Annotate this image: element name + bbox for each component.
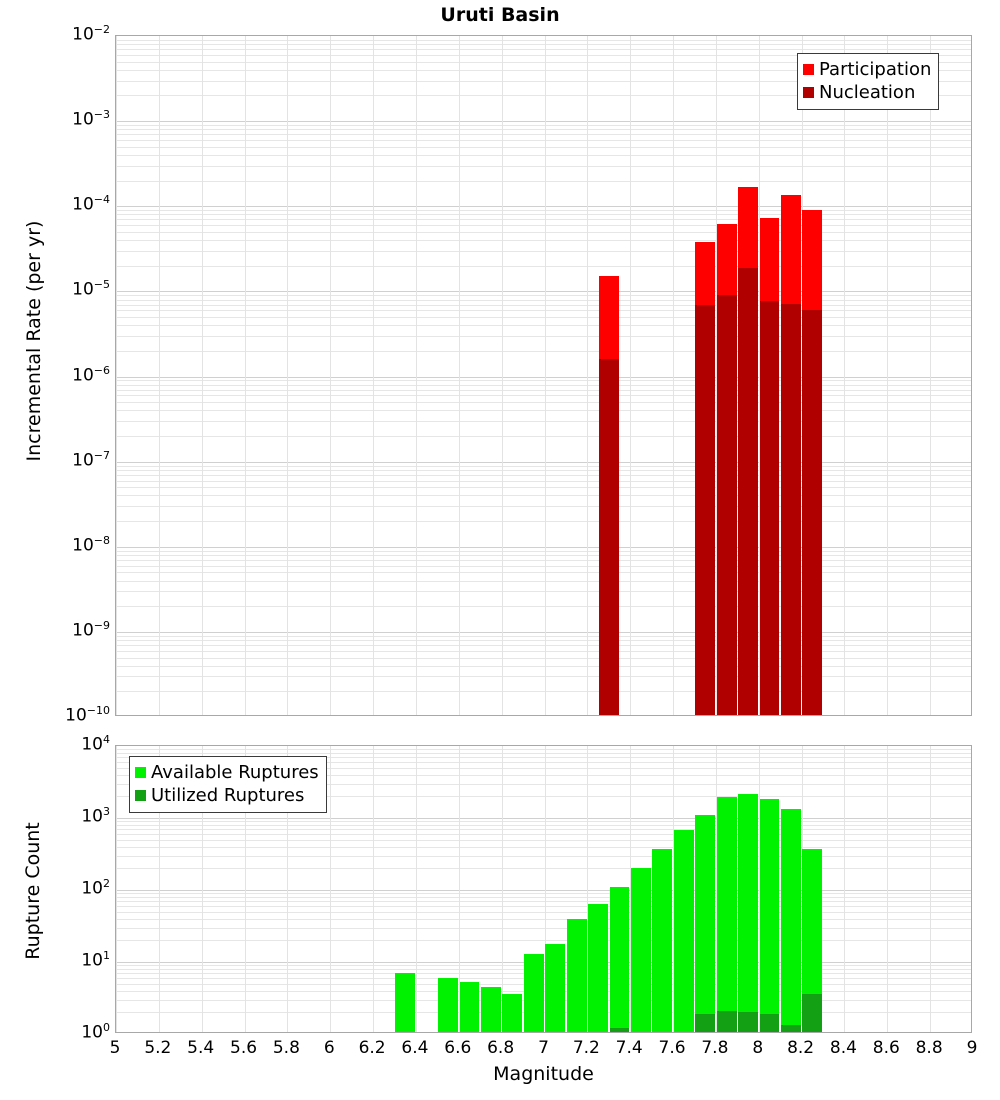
x-tick-label: 6.2	[358, 1038, 386, 1058]
x-tick-label: 7.4	[615, 1038, 643, 1058]
utilized-ruptures-bar	[716, 1010, 737, 1032]
available-ruptures-bar	[459, 982, 480, 1032]
x-tick-label: 6.8	[487, 1038, 515, 1058]
available-ruptures-bar	[480, 986, 501, 1032]
legend-label-nucleation: Nucleation	[819, 81, 916, 103]
nucleation-bar	[780, 303, 801, 715]
available-ruptures-bar	[759, 798, 780, 1032]
top-legend: Participation Nucleation	[797, 53, 940, 110]
legend-item-utilized-ruptures: Utilized Ruptures	[135, 784, 319, 807]
available-ruptures-bar	[630, 868, 651, 1032]
available-ruptures-bar	[673, 830, 694, 1032]
utilized-ruptures-bar	[609, 1028, 630, 1032]
y-tick-label: 10−9	[72, 618, 110, 641]
x-tick-label: 5.6	[230, 1038, 258, 1058]
x-tick-label: 5	[109, 1038, 121, 1058]
nucleation-bar	[598, 359, 619, 715]
x-tick-label: 9	[966, 1038, 978, 1058]
available-ruptures-bar	[695, 815, 716, 1032]
x-tick-label: 7.8	[701, 1038, 729, 1058]
x-tick-label: 8.8	[915, 1038, 943, 1058]
nucleation-bar	[759, 300, 780, 715]
top-gridlines	[116, 36, 971, 715]
x-tick-label: 8.4	[829, 1038, 857, 1058]
utilized-ruptures-bar	[695, 1013, 716, 1032]
top-bars	[116, 36, 971, 715]
available-ruptures-bar	[523, 953, 544, 1032]
page-title: Uruti Basin	[440, 4, 560, 26]
y-tick-label: 10−2	[72, 23, 110, 45]
available-ruptures-bar	[652, 849, 673, 1032]
y-tick-label: 10−8	[72, 533, 110, 556]
x-tick-label: 7.2	[572, 1038, 600, 1058]
nucleation-swatch-icon	[803, 87, 814, 98]
utilized-ruptures-bar	[802, 993, 823, 1032]
y-tick-label: 10−4	[72, 193, 110, 215]
x-axis-title: Magnitude	[493, 1063, 594, 1085]
nucleation-bar	[738, 267, 758, 715]
available-ruptures-bar	[802, 849, 823, 1032]
x-tick-label: 5.4	[187, 1038, 215, 1058]
x-tick-label: 6	[323, 1038, 335, 1058]
x-tick-label: 6.4	[401, 1038, 429, 1058]
y-tick-label: 10−7	[72, 448, 110, 471]
bottom-y-axis-title: Rupture Count	[22, 822, 44, 960]
y-tick-label: 102	[81, 877, 110, 899]
utilized-ruptures-bar	[738, 1012, 758, 1032]
x-tick-label: 7.6	[658, 1038, 686, 1058]
legend-item-participation: Participation	[803, 58, 931, 81]
bottom-y-axis-ticks: 104 103 102 101 100	[0, 0, 110, 1100]
utilized-ruptures-bar	[759, 1013, 780, 1032]
available-ruptures-bar	[609, 887, 630, 1032]
x-tick-label: 6.6	[444, 1038, 472, 1058]
x-tick-label: 8.6	[872, 1038, 900, 1058]
y-tick-label: 104	[81, 733, 110, 755]
participation-swatch-icon	[803, 64, 814, 75]
x-tick-label: 7	[538, 1038, 549, 1058]
y-tick-label: 10−10	[65, 704, 110, 726]
available-ruptures-bar	[502, 993, 523, 1032]
legend-item-available-ruptures: Available Ruptures	[135, 761, 319, 784]
legend-label-utilized-ruptures: Utilized Ruptures	[151, 784, 305, 806]
x-tick-label: 8	[752, 1038, 764, 1058]
available-ruptures-bar	[438, 977, 459, 1032]
top-y-axis-ticks: 10−2 10−3 10−4 10−5 10−6 10−7 10−8 10−9 10−10	[0, 0, 110, 1100]
available-ruptures-swatch-icon	[135, 767, 146, 778]
y-tick-label: 10−5	[72, 278, 110, 301]
nucleation-bar	[695, 305, 716, 715]
available-ruptures-bar	[738, 794, 758, 1032]
available-ruptures-bar	[780, 808, 801, 1032]
x-tick-label: 5.2	[144, 1038, 172, 1058]
x-tick-label: 8.2	[787, 1038, 815, 1058]
bottom-legend: Available Ruptures Utilized Ruptures	[129, 756, 327, 813]
bottom-bars	[116, 746, 971, 1032]
nucleation-bar	[716, 295, 737, 715]
utilized-ruptures-bar	[780, 1024, 801, 1032]
available-ruptures-bar	[395, 973, 416, 1032]
nucleation-bar	[802, 310, 823, 715]
y-tick-label: 103	[81, 805, 110, 827]
legend-label-participation: Participation	[819, 58, 932, 80]
y-tick-label: 10−3	[72, 108, 110, 130]
available-ruptures-bar	[716, 797, 737, 1032]
x-tick-label: 5.8	[272, 1038, 300, 1058]
available-ruptures-bar	[545, 943, 566, 1032]
y-tick-label: 100	[81, 1021, 110, 1043]
utilized-ruptures-swatch-icon	[135, 790, 146, 801]
incremental-rate-plot	[115, 35, 972, 716]
y-tick-label: 101	[81, 949, 110, 971]
y-tick-label: 10−6	[72, 363, 110, 386]
available-ruptures-bar	[566, 918, 587, 1032]
available-ruptures-bar	[588, 903, 609, 1032]
legend-label-available-ruptures: Available Ruptures	[151, 761, 319, 783]
legend-item-nucleation: Nucleation	[803, 81, 931, 104]
